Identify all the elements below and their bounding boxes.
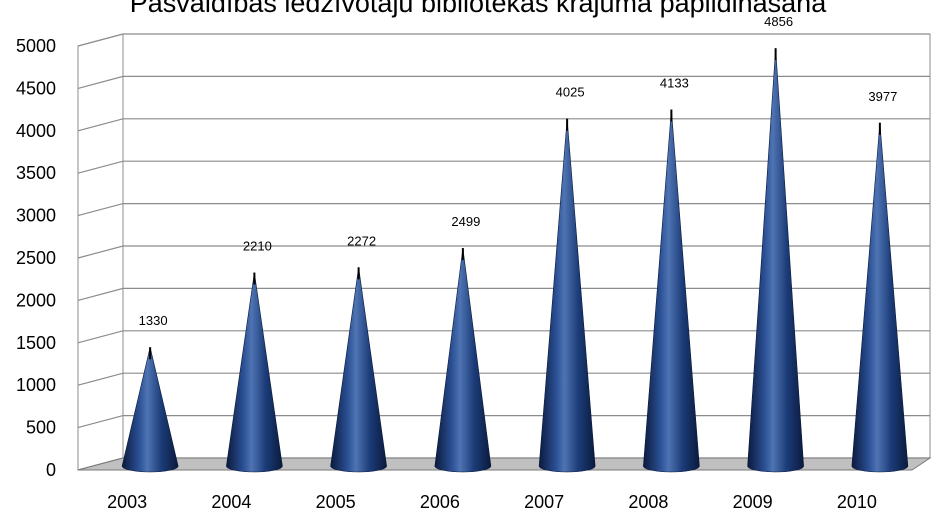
x-tick-label: 2007 (524, 492, 564, 512)
y-tick-label: 4000 (16, 121, 56, 141)
gridline (77, 118, 930, 132)
x-tick-label: 2005 (316, 492, 356, 512)
x-tick-label: 2003 (107, 492, 147, 512)
bar-cone (538, 118, 596, 473)
y-tick-label: 4500 (16, 78, 56, 98)
y-tick-label: 2500 (16, 248, 56, 268)
x-tick-label: 2004 (211, 492, 251, 512)
y-axis-tick-labels: 0 500 1000 1500 2000 2500 3000 3500 4000 4500 5000 (16, 36, 56, 480)
y-tick-label: 1000 (16, 375, 56, 395)
gridline (77, 203, 930, 217)
bar (226, 272, 283, 473)
floor-plane (77, 457, 932, 471)
bar-cone (226, 272, 283, 473)
bar-series (121, 48, 909, 473)
bar-cone (643, 109, 700, 473)
data-label: 2210 (243, 239, 272, 254)
data-label: 3977 (868, 89, 897, 104)
bar-cone (747, 48, 804, 473)
x-tick-label: 2006 (420, 492, 460, 512)
x-tick-label: 2010 (837, 492, 877, 512)
bar (330, 267, 387, 473)
bar (851, 122, 909, 473)
y-tick-label: 500 (26, 418, 56, 438)
x-axis-tick-labels: 2003 2004 2005 2006 2007 2008 2009 2010 (107, 492, 877, 512)
gridline (77, 75, 930, 89)
bar (643, 109, 700, 473)
bar (121, 347, 179, 473)
chart-floor (77, 457, 932, 471)
data-labels: 1330 2210 2272 2499 4025 4133 4856 3977 (139, 14, 898, 328)
y-tick-label: 1500 (16, 333, 56, 353)
data-label: 4856 (764, 14, 793, 29)
bar-cone (330, 267, 387, 473)
bar-cone (434, 248, 492, 473)
bar (538, 118, 596, 473)
y-tick-label: 0 (46, 460, 56, 480)
x-tick-label: 2009 (733, 492, 773, 512)
data-label: 4025 (556, 85, 585, 100)
y-tick-label: 3000 (16, 206, 56, 226)
bar-cone (851, 122, 909, 473)
bar (747, 48, 804, 473)
data-label: 2499 (451, 214, 480, 229)
gridline (77, 160, 930, 174)
gridline (77, 33, 930, 47)
chart-title: Pašvaldības iedzīvotāju bibliotēkas krāj… (130, 0, 827, 18)
bar-cone (121, 347, 179, 473)
chart-walls (77, 33, 931, 471)
data-label: 2272 (347, 233, 376, 248)
data-label: 4133 (660, 76, 689, 91)
data-label: 1330 (139, 313, 168, 328)
y-tick-label: 5000 (16, 36, 56, 56)
bar (434, 248, 492, 473)
y-tick-label: 3500 (16, 163, 56, 183)
y-tick-label: 2000 (16, 290, 56, 310)
x-tick-label: 2008 (628, 492, 668, 512)
